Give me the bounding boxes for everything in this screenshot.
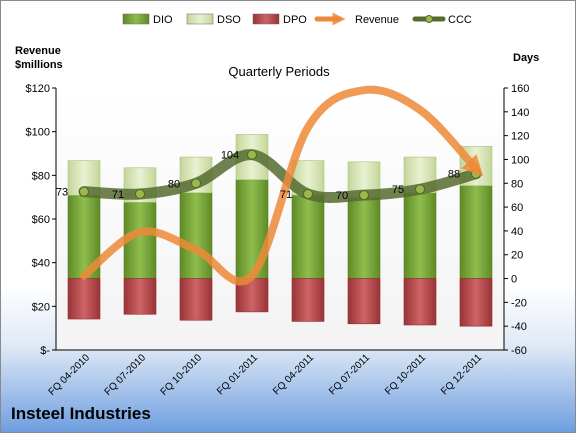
bar-dio [403,192,437,279]
left-tick-label: $80 [32,170,50,182]
x-tick-label: FQ 04-2010 [47,352,93,398]
left-axis-title-line1: Revenue [15,45,61,57]
ccc-data-label: 104 [221,150,239,162]
ccc-data-label: 75 [392,184,404,196]
legend-label-revenue: Revenue [355,14,399,26]
right-tick-label: -60 [511,345,527,357]
bar-dpo [67,278,101,320]
ccc-marker [191,178,201,189]
right-tick-label: -40 [511,321,527,333]
right-tick-label: 140 [511,107,529,119]
bar-dio [291,194,325,279]
ccc-data-label: 88 [448,169,460,181]
lines [78,85,484,286]
left-tick-label: $120 [26,83,50,95]
bar-dpo [291,278,325,322]
revenue-line [80,85,484,286]
x-tick-label: FQ 04-2011 [271,352,316,397]
bar-dpo [347,278,381,325]
x-tick-label: FQ 10-2010 [159,352,205,398]
legend-marker-ccc [425,15,433,23]
right-tick-label: 40 [511,226,523,238]
ccc-data-label: 71 [112,189,124,201]
x-tick-label: FQ 12-2011 [439,352,484,397]
chart-title: Quarterly Periods [228,64,330,79]
legend-label-dpo: DPO [283,14,307,26]
right-tick-label: 60 [511,202,523,214]
company-name: Insteel Industries [11,404,151,423]
right-axis-title: Days [513,52,539,64]
bar-dpo [459,278,493,327]
right-tick-label: -20 [511,297,527,309]
ccc-data-label: 70 [336,190,348,202]
legend-label-dso: DSO [217,14,241,26]
ccc-data-label: 80 [168,178,180,190]
ccc-line [78,149,482,204]
left-tick-label: $20 [32,301,50,313]
x-tick-label: FQ 07-2010 [103,352,149,398]
legend-swatch-dso [186,13,214,25]
bar-dpo [179,278,213,321]
left-tick-label: $40 [32,258,50,270]
left-tick-label: $- [40,345,50,357]
right-tick-label: 100 [511,154,529,166]
data-labels: 73 71 80 104 71 70 75 88 [56,150,460,202]
axes: $- $20 $40 $60 $80 $100 $120 -60 -40 -20 0 20 40 60 80… [26,83,530,357]
legend-label-ccc: CCC [448,14,472,26]
right-tick-label: 120 [511,131,529,143]
left-tick-label: $60 [32,214,50,226]
ccc-marker [79,186,89,197]
right-tick-label: 80 [511,178,523,190]
bar-dpo [123,278,157,315]
legend-swatch-dio [122,13,150,25]
x-tick-label: FQ 07-2011 [327,352,372,397]
right-tick-label: 160 [511,83,529,95]
bar-dpo [403,278,437,326]
right-tick-label: 20 [511,250,523,262]
ccc-marker [415,184,425,195]
ccc-marker [135,188,145,199]
x-tick-labels: FQ 04-2010 FQ 07-2010 FQ 10-2010 FQ 01-2011… [47,352,485,398]
legend-label-dio: DIO [153,14,173,26]
right-tick-label: 0 [511,274,517,286]
x-tick-label: FQ 01-2011 [215,352,260,397]
left-tick-label: $100 [26,127,50,139]
left-axis-title-line2: $millions [15,59,63,71]
ccc-marker [359,190,369,201]
legend: DIO DSO DPO Revenue CCC [122,12,472,26]
bar-dio [179,192,213,279]
bar-dio [459,185,493,279]
x-tick-label: FQ 10-2011 [383,352,428,397]
ccc-marker [303,188,313,199]
legend-swatch-dpo [252,13,280,25]
ccc-data-label: 71 [280,189,292,201]
ccc-marker [247,149,257,160]
ccc-data-label: 73 [56,187,68,199]
bar-dio [347,197,381,279]
